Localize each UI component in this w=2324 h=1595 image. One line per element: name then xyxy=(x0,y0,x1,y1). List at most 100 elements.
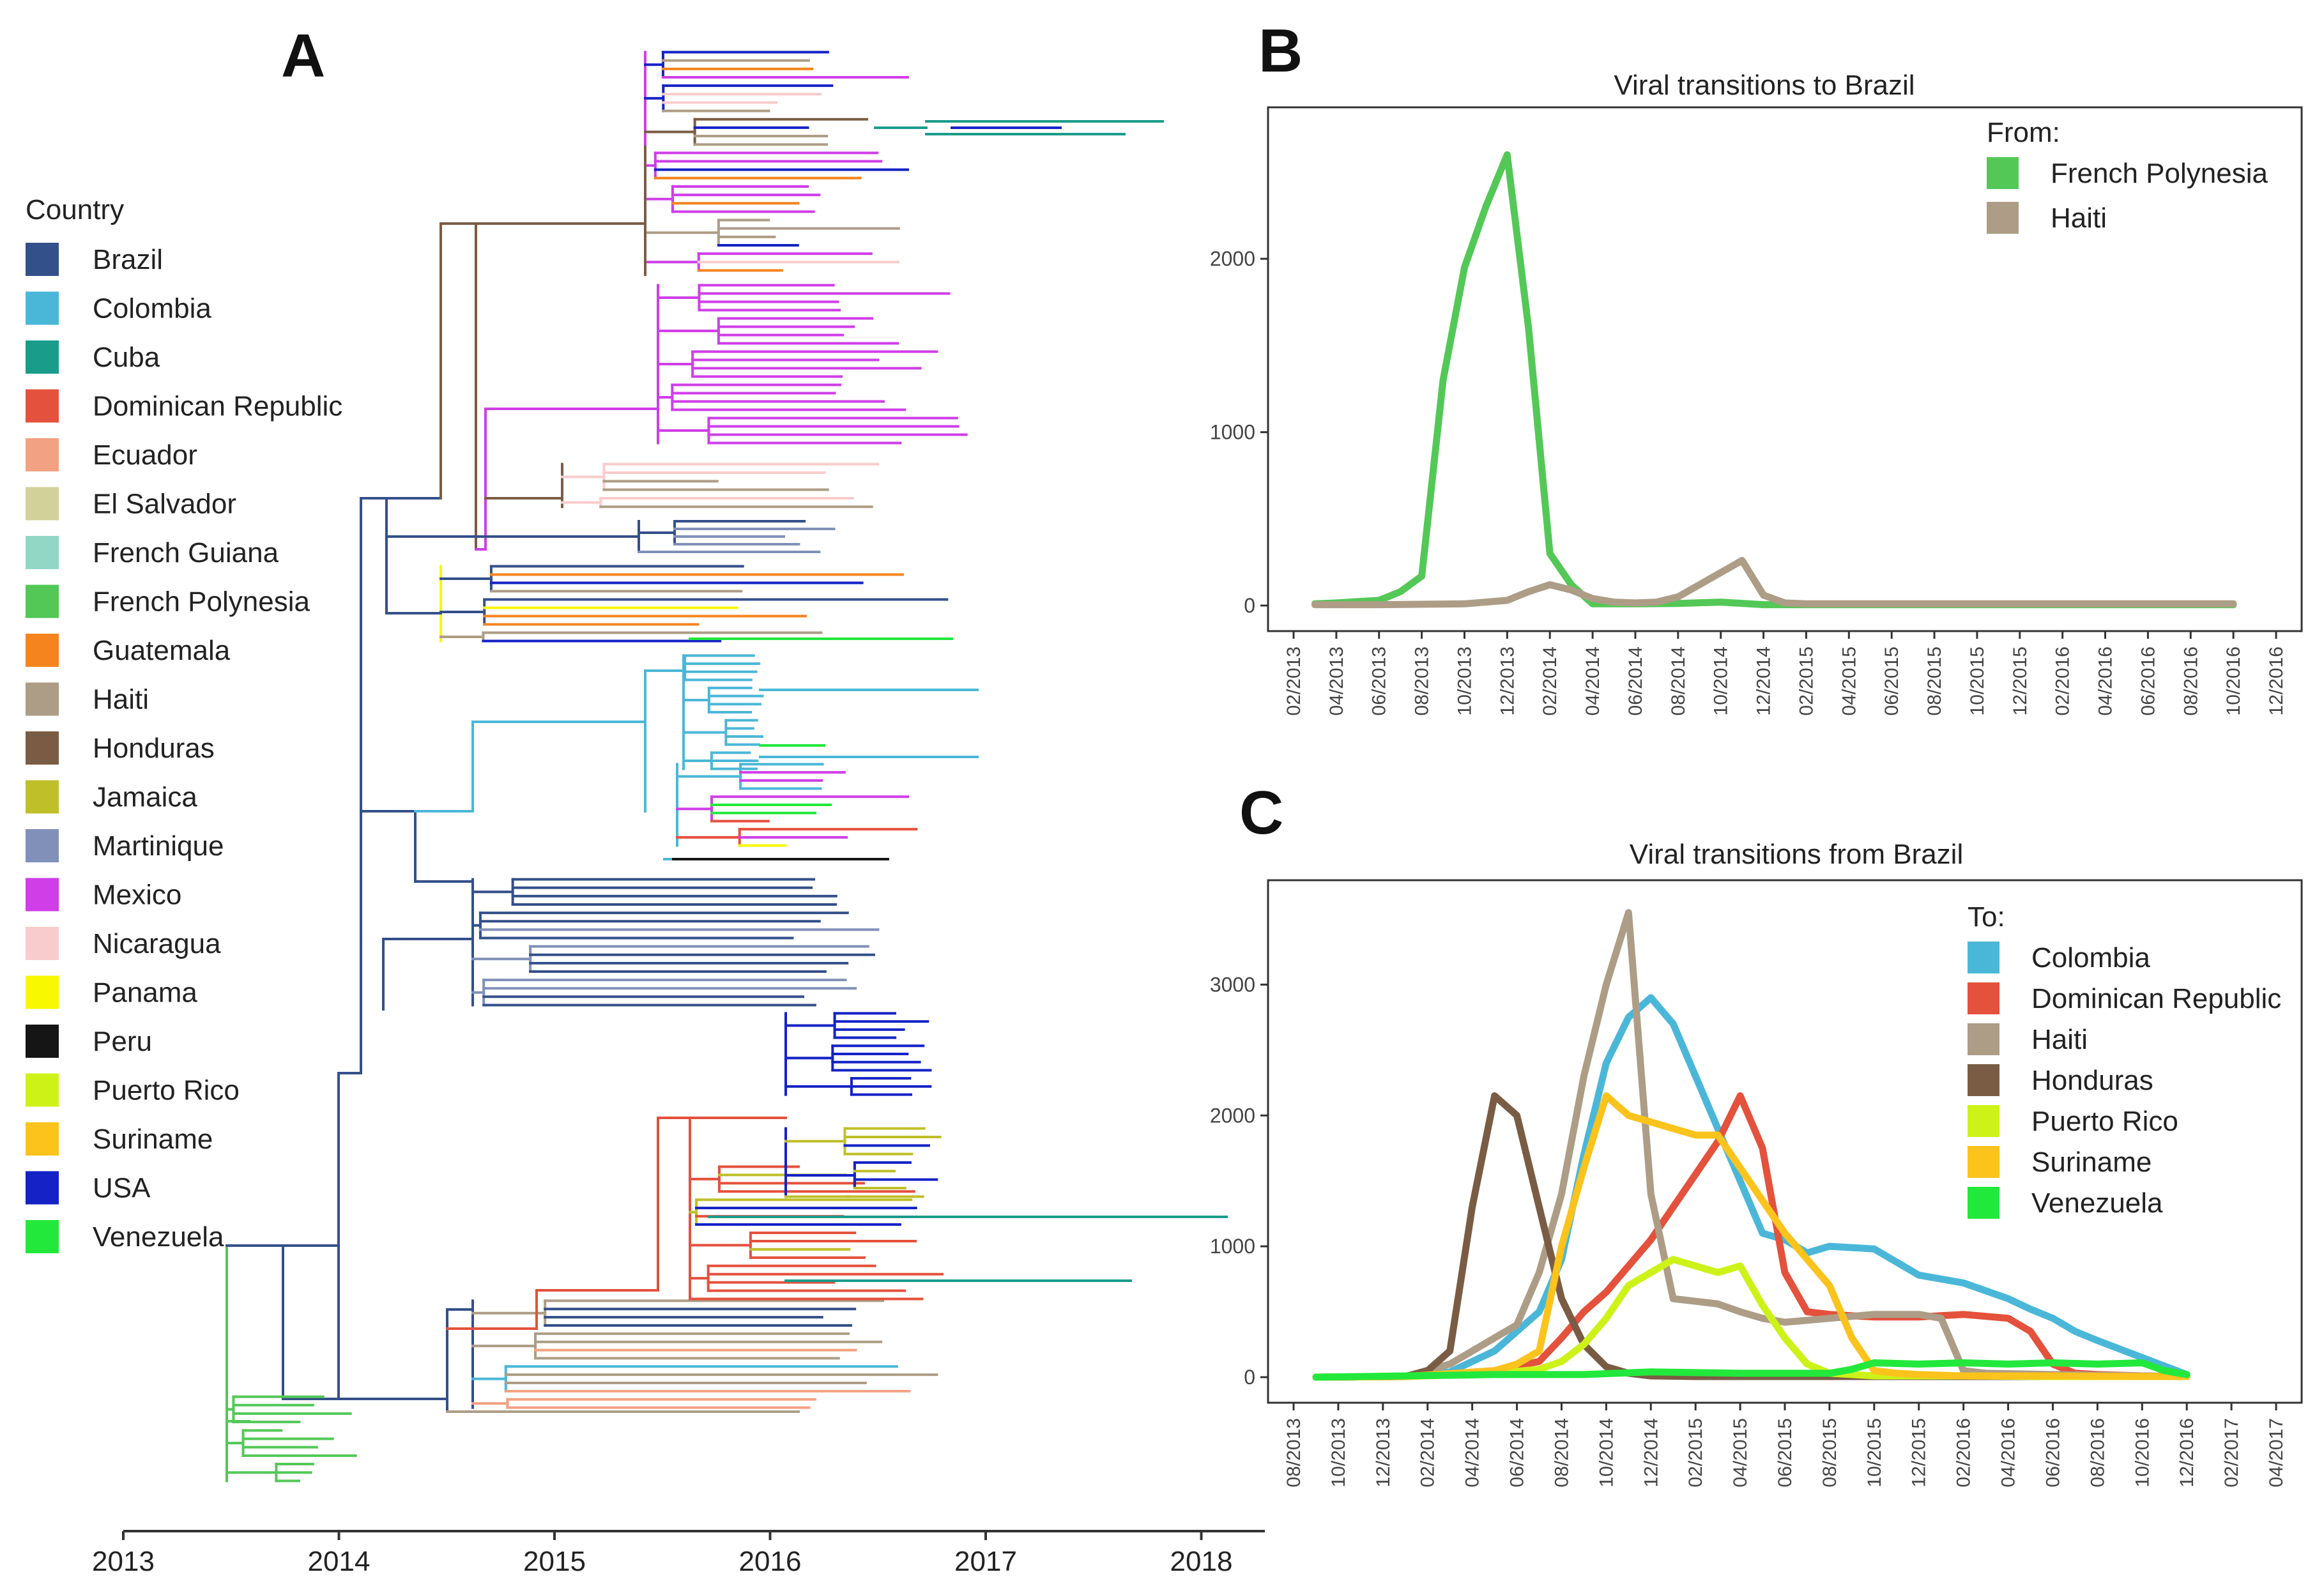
legend-swatch-jamaica xyxy=(26,780,59,814)
tree-axis-label-2018: 2018 xyxy=(1170,1546,1233,1577)
legend-swatch-colombia xyxy=(26,291,59,325)
x-tick-label: 06/2016 xyxy=(2042,1418,2063,1487)
x-tick-label: 12/2014 xyxy=(1640,1418,1662,1487)
legend-swatch-panama xyxy=(26,975,59,1009)
x-tick-label: 12/2013 xyxy=(1373,1418,1394,1487)
x-tick-label: 06/2014 xyxy=(1625,646,1646,715)
legend-label-mexico: Mexico xyxy=(93,880,181,911)
chart-b: 0 1000 2000 02/2013 04/2013 06/2013 08/2013 10/… xyxy=(1210,106,2303,715)
panel-c: C Viral transitions from Brazil 0 1000 200… xyxy=(1210,779,2303,1487)
series-line-venezuela xyxy=(1312,1359,2190,1381)
x-tick-label: 10/2014 xyxy=(1711,646,1732,715)
x-tick-label: 10/2013 xyxy=(1454,646,1475,715)
x-tick-label: 04/2014 xyxy=(1582,646,1603,715)
tree-axis-label-2017: 2017 xyxy=(954,1546,1017,1577)
chart-b-title: Viral transitions to Brazil xyxy=(1614,70,1915,101)
x-tick-label: 10/2016 xyxy=(2132,1418,2153,1487)
x-tick-label: 02/2016 xyxy=(2053,646,2074,715)
legend-label-el-salvador: El Salvador xyxy=(93,489,236,520)
x-tick-label: 08/2014 xyxy=(1551,1418,1572,1487)
legend-label-dominican-republic: Dominican Republic xyxy=(2031,983,2281,1014)
panel-a-label: A xyxy=(281,22,325,90)
series-line-dominican-republic xyxy=(1312,1092,2190,1381)
tree-axis-label-2016: 2016 xyxy=(739,1546,802,1577)
legend-label-colombia: Colombia xyxy=(2031,942,2150,973)
legend-swatch-venezuela xyxy=(26,1220,59,1253)
legend-label-panama: Panama xyxy=(93,977,197,1009)
panel-c-label: C xyxy=(1239,779,1283,847)
legend-label-jamaica: Jamaica xyxy=(93,782,197,813)
legend-label-usa: USA xyxy=(93,1173,151,1204)
legend-swatch-haiti xyxy=(1987,202,2019,234)
legend-title: From: xyxy=(1987,117,2060,148)
legend-label-venezuela: Venezuela xyxy=(2031,1187,2163,1219)
legend-swatch-venezuela xyxy=(1968,1187,1999,1219)
tree-axis-label-2013: 2013 xyxy=(92,1546,155,1577)
x-tick-label: 10/2014 xyxy=(1596,1418,1617,1487)
legend-swatch-brazil xyxy=(26,243,59,276)
x-tick-label: 06/2014 xyxy=(1507,1418,1528,1487)
legend-label-brazil: Brazil xyxy=(93,244,163,275)
chart-c: 0 1000 2000 3000 08/2013 10/2013 12/2013 02/201… xyxy=(1210,879,2303,1487)
legend-label-martinique: Martinique xyxy=(93,830,224,862)
legend-label-cuba: Cuba xyxy=(93,342,160,373)
x-tick-label: 12/2014 xyxy=(1754,646,1775,715)
legend-swatch-french-guiana xyxy=(26,536,59,569)
x-tick-label: 02/2014 xyxy=(1540,646,1561,715)
series-line-suriname xyxy=(1312,1092,2190,1381)
legend-label-suriname: Suriname xyxy=(2031,1147,2152,1178)
legend-swatch-dominican-republic xyxy=(1968,982,1999,1014)
legend-swatch-dominican-republic xyxy=(26,389,59,423)
tree-legend: Brazil Colombia Cuba Dominican Republic Ecua… xyxy=(26,243,342,1253)
legend-swatch-nicaragua xyxy=(26,927,59,960)
legend-swatch-peru xyxy=(26,1025,59,1058)
plot-frame xyxy=(1267,106,2303,632)
phylogenetic-tree xyxy=(226,50,1228,1483)
legend-swatch-ecuador xyxy=(26,438,59,471)
legend-swatch-colombia xyxy=(1968,942,1999,973)
x-tick-label: 02/2016 xyxy=(1953,1418,1975,1487)
y-tick-label: 1000 xyxy=(1210,1235,1255,1258)
x-tick-label: 12/2016 xyxy=(2266,646,2287,715)
y-tick-label: 0 xyxy=(1244,594,1255,617)
x-tick-label: 02/2014 xyxy=(1418,1418,1439,1487)
x-tick-label: 04/2013 xyxy=(1326,646,1347,715)
x-tick-label: 04/2015 xyxy=(1839,646,1860,715)
legend-swatch-haiti xyxy=(26,682,59,716)
x-tick-label: 02/2015 xyxy=(1796,646,1817,715)
tree-time-axis: 2013 2014 2015 2016 2017 2018 xyxy=(92,1530,1265,1577)
legend-label-puerto-rico: Puerto Rico xyxy=(2031,1106,2178,1137)
legend-label-nicaragua: Nicaragua xyxy=(93,928,221,959)
x-tick-label: 04/2016 xyxy=(1998,1418,2019,1487)
legend-swatch-puerto-rico xyxy=(26,1073,59,1107)
legend-label-puerto-rico: Puerto Rico xyxy=(93,1075,240,1106)
legend-swatch-suriname xyxy=(26,1122,59,1156)
legend-swatch-french-polynesia xyxy=(26,584,59,618)
x-tick-label: 08/2015 xyxy=(1924,646,1945,715)
x-tick-label: 12/2016 xyxy=(2176,1418,2198,1487)
legend-swatch-puerto-rico xyxy=(1968,1105,1999,1137)
x-tick-label: 12/2015 xyxy=(1909,1418,1930,1487)
tree-legend-title: Country xyxy=(26,194,124,225)
x-tick-label: 02/2015 xyxy=(1685,1418,1706,1487)
legend-label-haiti: Haiti xyxy=(2031,1024,2088,1055)
legend-label-french-polynesia: French Polynesia xyxy=(2051,158,2268,189)
x-tick-label: 04/2015 xyxy=(1730,1418,1751,1487)
y-tick-label: 2000 xyxy=(1210,1104,1255,1127)
x-tick-label: 04/2014 xyxy=(1462,1418,1483,1487)
legend-swatch-haiti xyxy=(1968,1023,1999,1055)
legend-swatch-mexico xyxy=(26,878,59,912)
x-tick-label: 06/2015 xyxy=(1775,1418,1796,1487)
panel-b-label: B xyxy=(1258,17,1303,85)
legend-label-venezuela: Venezuela xyxy=(93,1221,224,1253)
chart-c-title: Viral transitions from Brazil xyxy=(1630,839,1963,870)
x-tick-label: 12/2015 xyxy=(2010,646,2031,715)
legend-label-haiti: Haiti xyxy=(93,684,149,715)
panel-b: B Viral transitions to Brazil 0100020000… xyxy=(1210,17,2303,715)
x-tick-label: 08/2016 xyxy=(2087,1418,2108,1487)
legend-swatch-suriname xyxy=(1968,1146,1999,1178)
x-tick-label: 08/2013 xyxy=(1412,646,1433,715)
legend-swatch-el-salvador xyxy=(26,487,59,521)
y-tick-label: 1000 xyxy=(1210,421,1255,444)
